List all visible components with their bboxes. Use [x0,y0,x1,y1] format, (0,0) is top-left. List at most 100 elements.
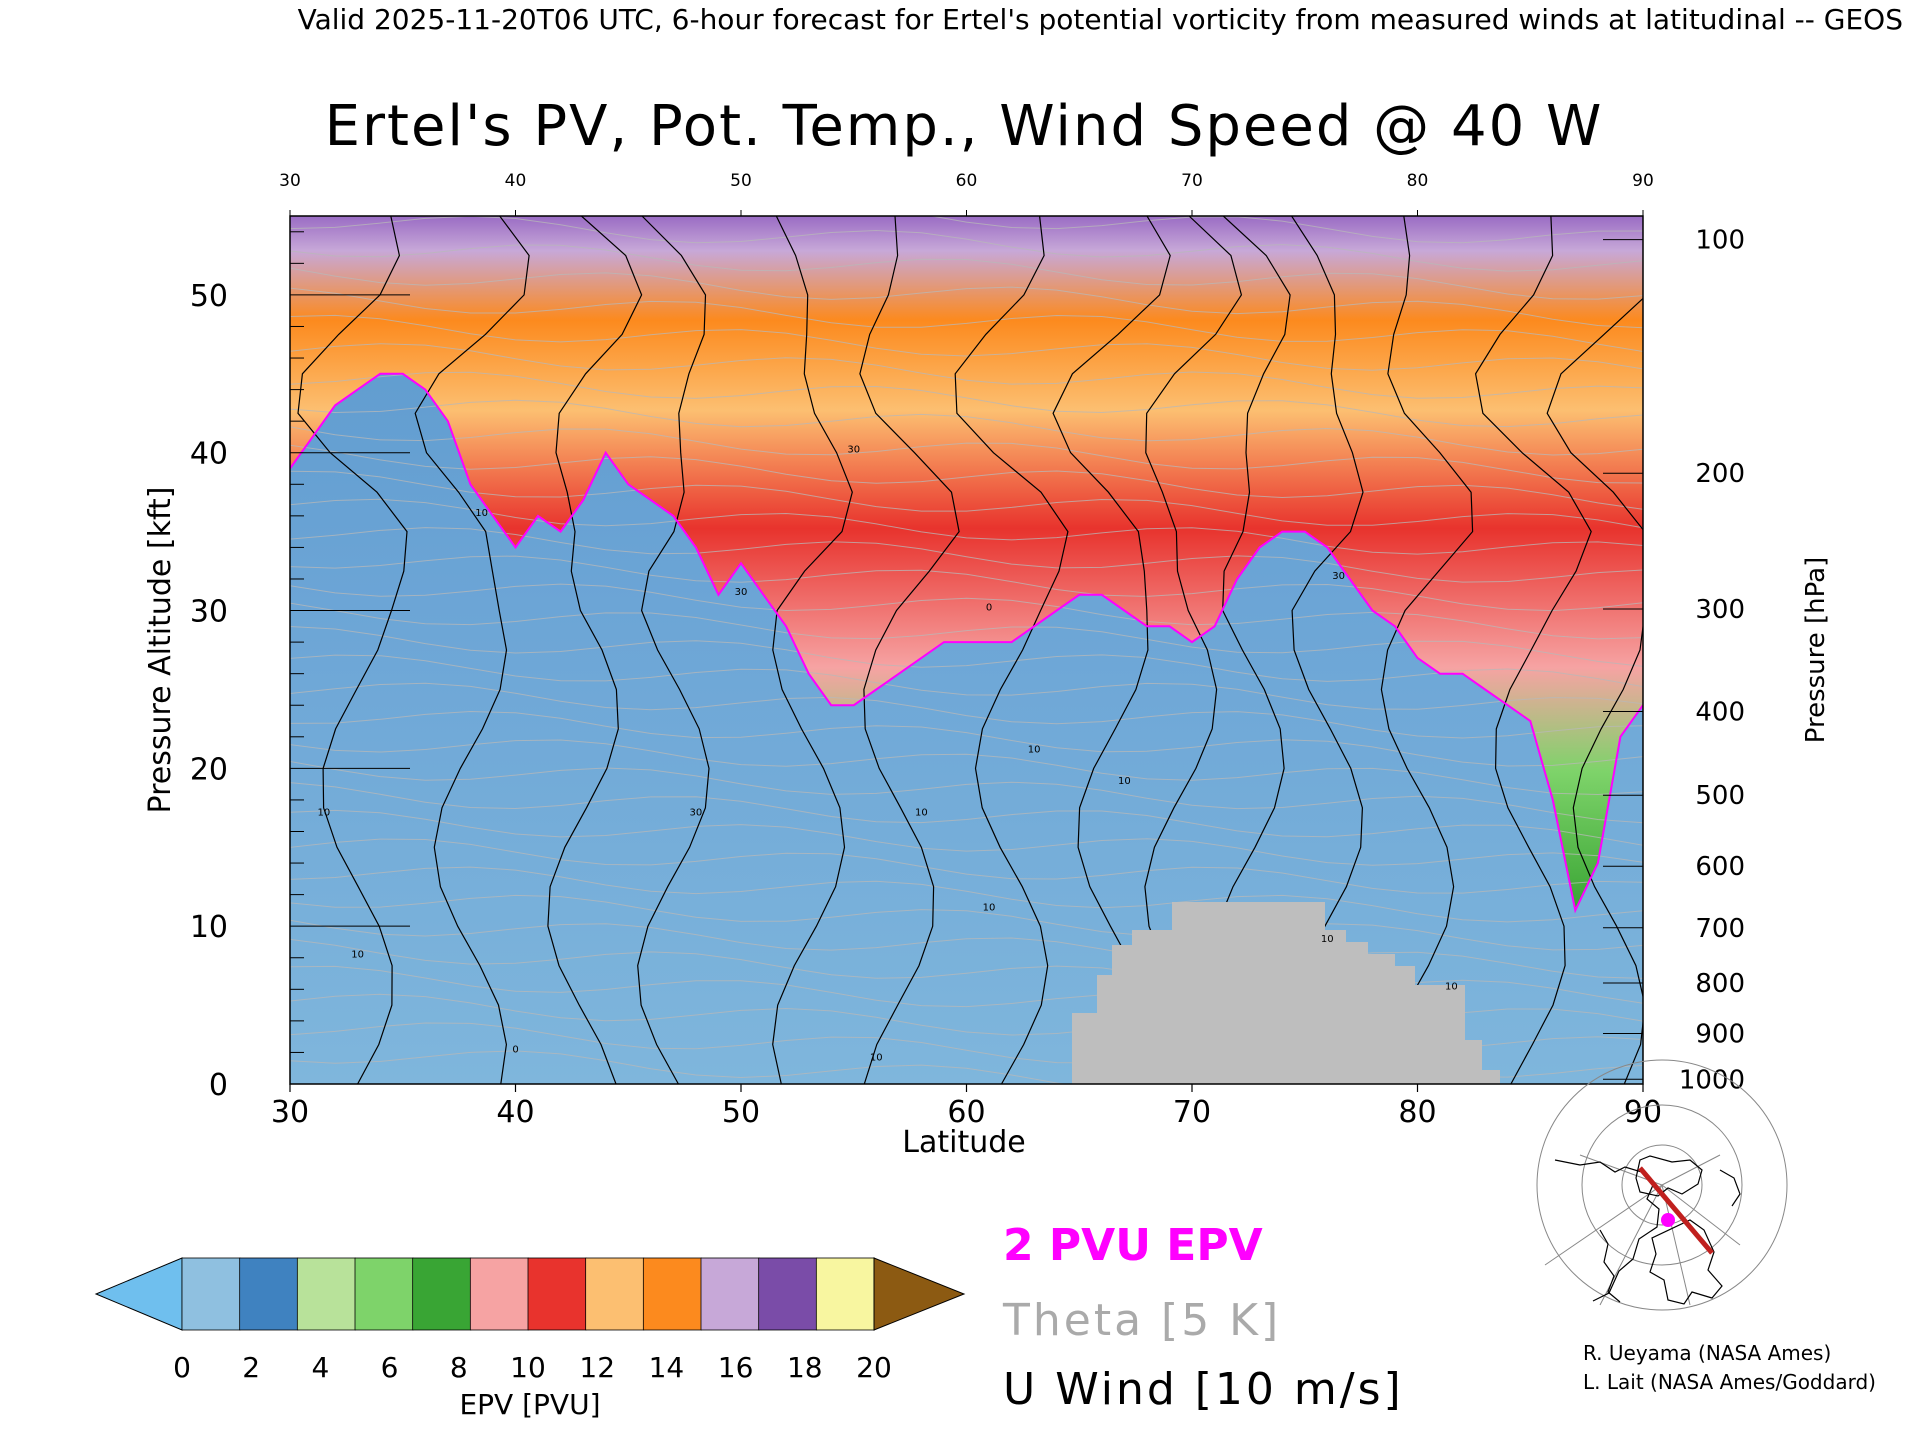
x-axis-bottom: 30 40 50 60 70 80 90 [271,1084,1662,1130]
theta-contour [290,216,1643,272]
colorbar-segment [239,1257,299,1331]
colorbar-segment [181,1257,241,1331]
x-tick-label: 50 [722,1095,760,1130]
u-wind-contour [297,216,408,1084]
theta-contour [290,244,1643,300]
theta-contour [290,426,1643,484]
theta-contour [290,782,1643,846]
x-tick-label: 70 [1173,1095,1211,1130]
u-wind-contour-label: 30 [735,587,748,598]
terrain-greenland [1072,902,1500,1084]
x-tick-label: 60 [947,1095,985,1130]
valid-time-header: Valid 2025-11-20T06 UTC, 6-hour forecast… [298,3,1903,36]
y-right-tick-label: 900 [1695,1019,1745,1049]
x-top-tick-label: 70 [1181,171,1203,191]
u-wind-contour-label: 10 [1028,745,1041,756]
y-axis-left: 0 10 20 30 40 50 [190,231,410,1103]
theta-contour [290,444,1643,510]
y-tick-label: 30 [190,595,228,630]
y-right-tick-label: 700 [1695,914,1745,944]
theta-contour [290,470,1643,529]
theta-contour [290,399,1643,456]
x-top-tick-label: 90 [1632,171,1654,191]
u-wind-contour-labels: 10 0 10 30 30 30 10 10 10 0 10 10 30 10 10 10 [317,445,1457,1064]
colorbar-tick-label: 16 [718,1351,754,1384]
u-wind-contour [1474,216,1592,1084]
u-wind-contour-label: 10 [1321,934,1334,945]
colorbar-tick-label: 18 [787,1351,823,1384]
chart-title: Ertel's PV, Pot. Temp., Wind Speed @ 40 … [325,94,1604,159]
u-wind-contours [297,216,1643,1084]
u-wind-contour [637,216,710,1084]
theta-contour [290,314,1643,371]
credit-line-1: R. Ueyama (NASA Ames) [1583,1341,1831,1365]
colorbar-segment [642,1257,702,1331]
colorbar-tick-label: 6 [381,1351,399,1384]
y-right-tick-label: 1000 [1679,1065,1745,1095]
u-wind-contour-label: 30 [1332,571,1345,582]
colorbar-segment [585,1257,645,1331]
theta-contour [928,216,1643,244]
x-top-tick-label: 60 [956,171,978,191]
y-right-tick-label: 500 [1695,781,1745,811]
theta-contour [290,739,1643,796]
legend-2pvu: 2 PVU EPV [1003,1220,1263,1271]
theta-contour [290,343,1643,399]
colorbar-tick-label: 12 [579,1351,615,1384]
x-axis-top: 30 40 50 60 70 80 90 [279,171,1654,216]
theta-contour [290,919,1643,979]
stratosphere-field [290,216,1643,911]
inset-section-track [1638,1166,1714,1255]
theta-contour [290,710,1643,767]
theta-contour [290,866,1643,923]
y-tick-label: 40 [190,437,228,472]
y-axis-label-left: Pressure Altitude [kft] [143,487,178,814]
colorbar: 0 2 4 6 8 10 12 14 16 18 20 [94,1257,966,1384]
colorbar-segment [815,1257,875,1331]
colorbar-over-arrow [873,1257,966,1331]
x-tick-label: 90 [1624,1095,1662,1130]
y-right-tick-label: 800 [1695,969,1745,999]
u-wind-contour [772,216,853,1084]
theta-contour [290,938,1643,1004]
legend-u-wind: U Wind [10 m/s] [1003,1364,1404,1415]
x-tick-label: 80 [1398,1095,1436,1130]
y-axis-label-right: Pressure [hPa] [1801,557,1831,744]
tropopause-2pvu-contour [290,372,1643,914]
theta-contour [290,1050,1386,1084]
u-wind-contour-label: 0 [512,1044,518,1055]
x-axis-label: Latitude [902,1125,1025,1160]
colorbar-segment [412,1257,472,1331]
u-wind-contour-label: 10 [351,950,364,961]
colorbar-label: EPV [PVU] [459,1388,600,1421]
credit-line-2: L. Lait (NASA Ames/Goddard) [1583,1370,1876,1394]
colorbar-segment [296,1257,356,1331]
colorbar-tick-label: 10 [510,1351,546,1384]
colorbar-tick-label: 14 [649,1351,685,1384]
y-tick-label: 10 [190,910,228,945]
u-wind-contour [859,216,960,1084]
u-wind-contour-label: 10 [915,808,928,819]
x-top-tick-label: 80 [1407,171,1429,191]
colorbar-tick-label: 4 [311,1351,329,1384]
y-right-tick-label: 100 [1695,226,1745,256]
theta-contour [290,602,1643,667]
theta-contour [290,761,1643,824]
theta-contour [290,626,1643,688]
u-wind-contour [547,216,643,1084]
theta-contour [290,894,1643,951]
y-right-tick-label: 200 [1695,459,1745,489]
y-right-tick-label: 400 [1695,698,1745,728]
colorbar-segment [700,1257,760,1331]
u-wind-contour-label: 10 [317,808,330,819]
y-axis-right: 100 200 300 400 500 600 700 800 900 1000 [1603,226,1745,1095]
y-tick-label: 50 [190,279,228,314]
u-wind-contour-label: 30 [847,445,860,456]
legend-theta: Theta [5 K] [1002,1295,1281,1346]
theta-contour [290,287,1643,352]
u-wind-contour-label: 10 [1118,776,1131,787]
u-wind-contour-label: 30 [690,808,703,819]
u-wind-contour [1380,216,1474,1084]
x-tick-label: 40 [496,1095,534,1130]
